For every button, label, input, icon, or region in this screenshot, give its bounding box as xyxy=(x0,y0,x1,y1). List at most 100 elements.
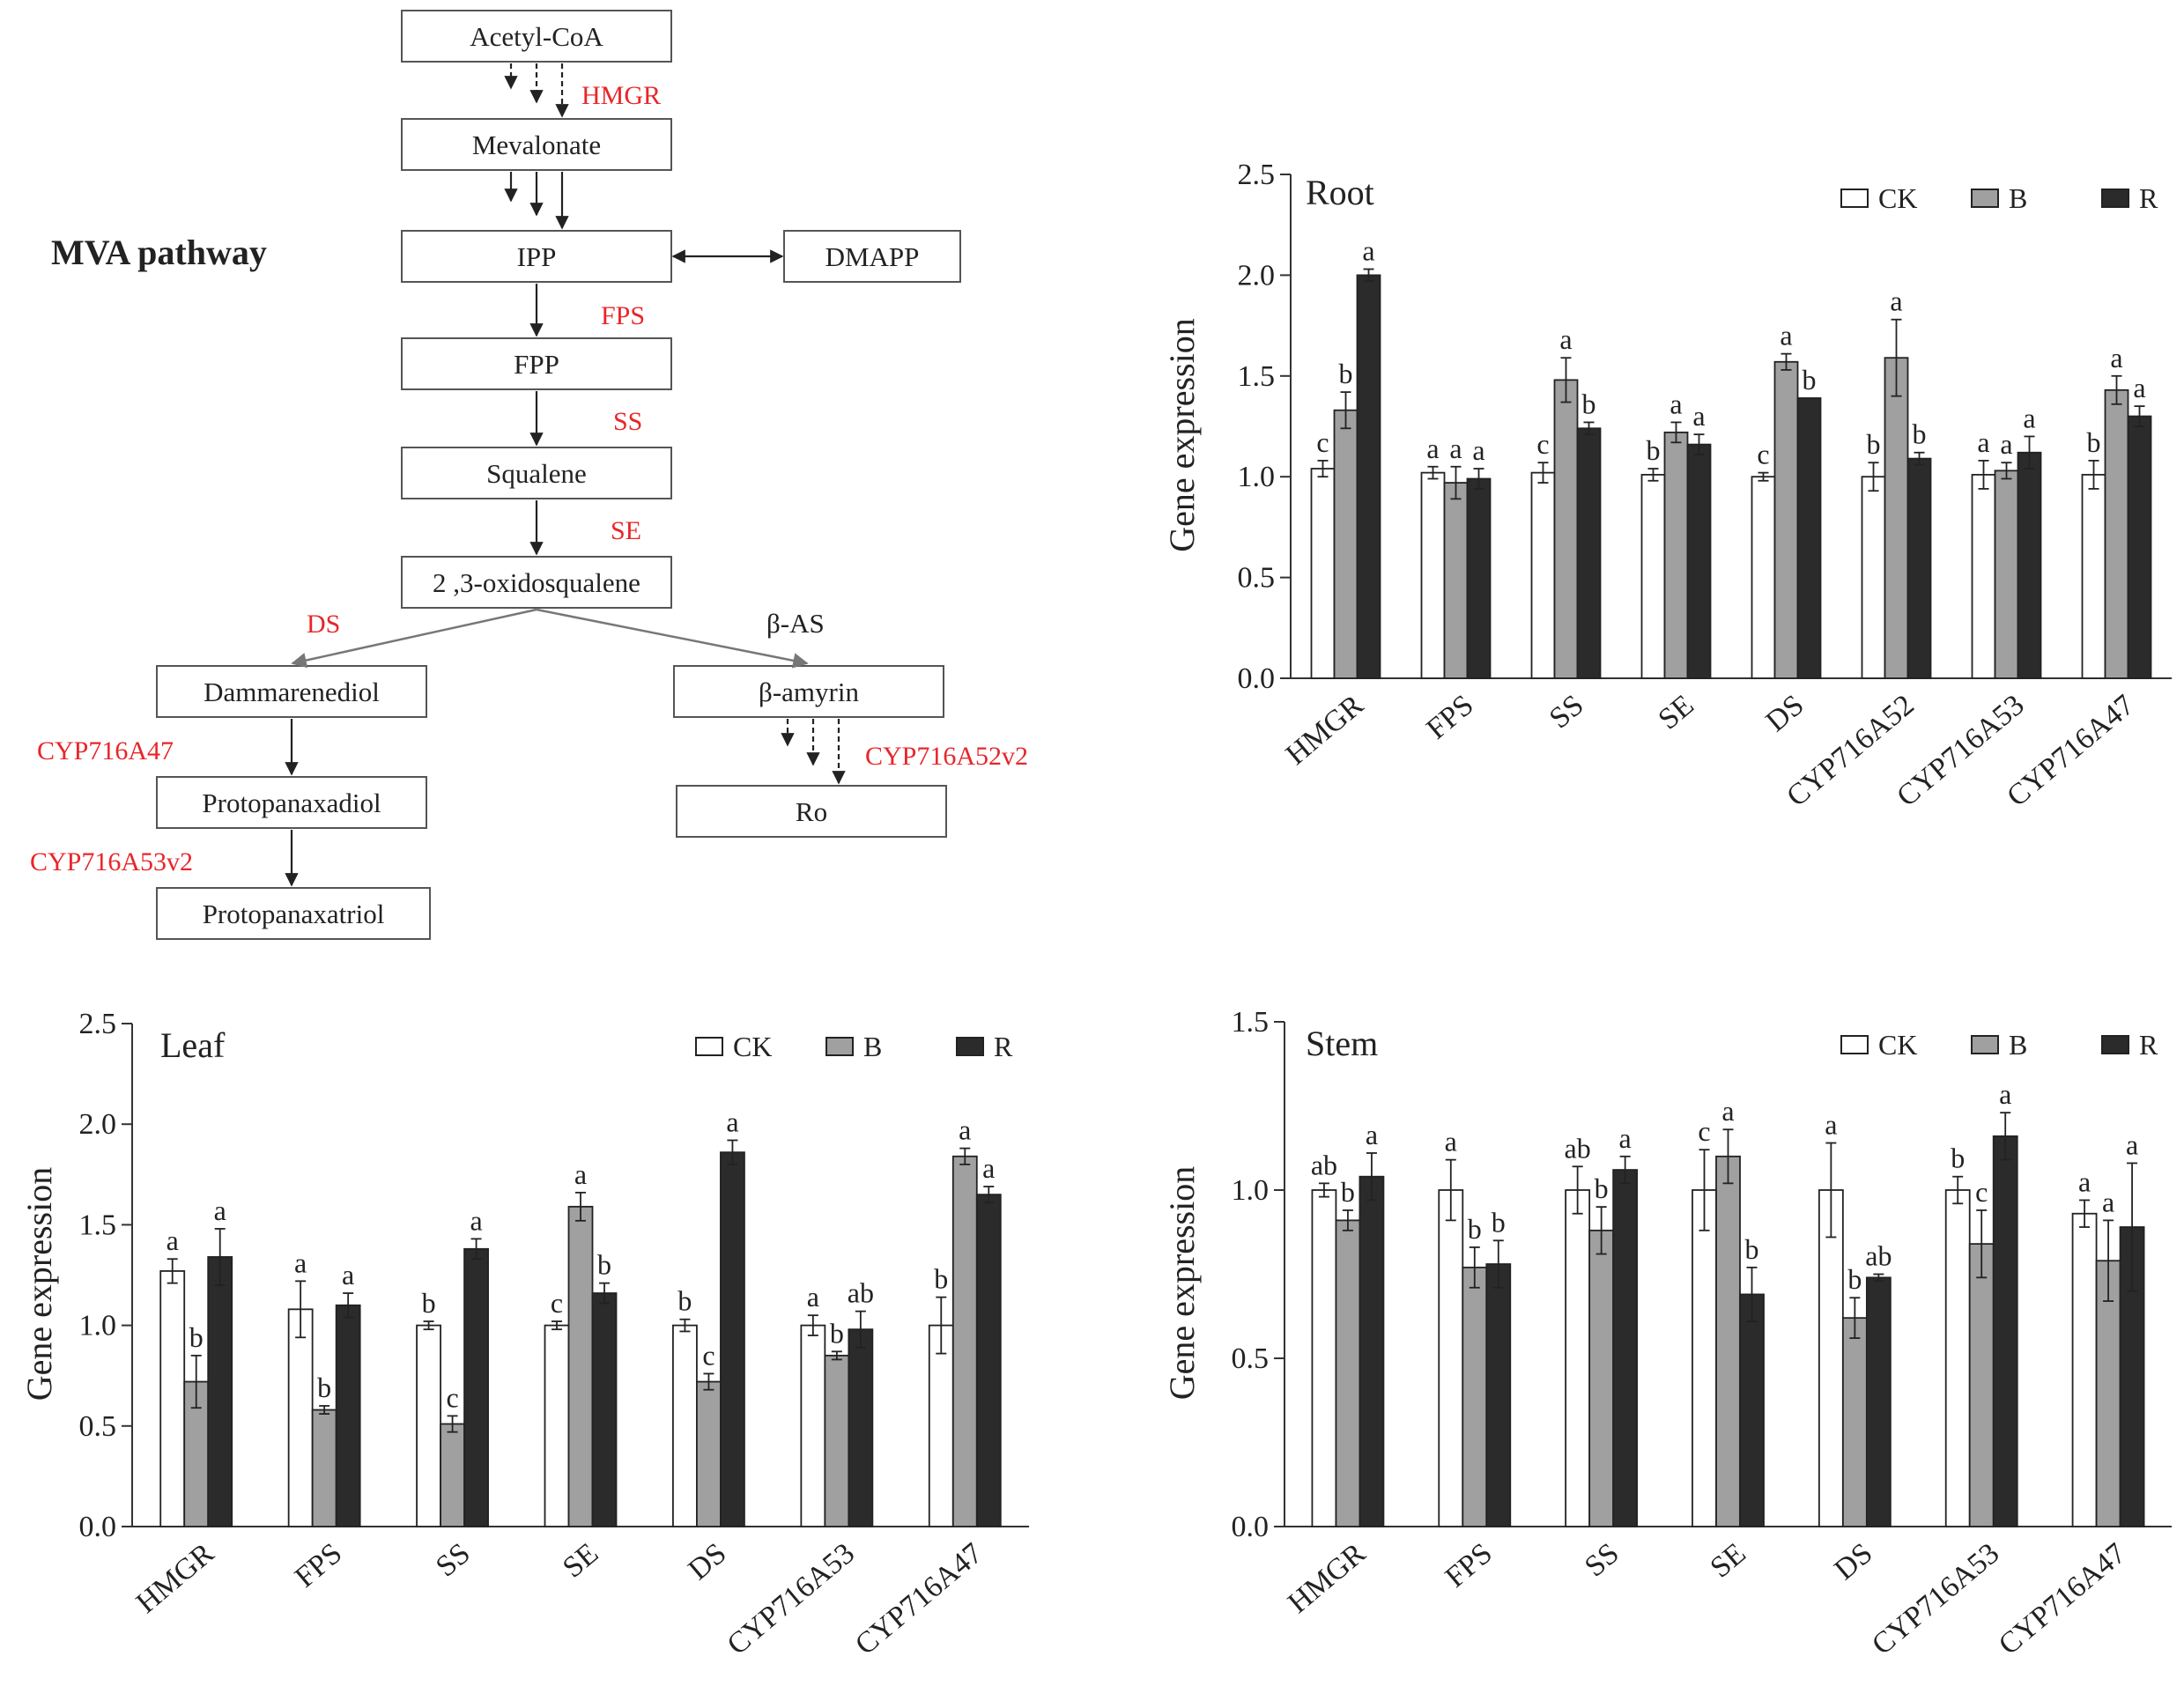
significance-letter: a xyxy=(2126,1128,2138,1160)
x-tick-label: HMGR xyxy=(130,1537,220,1620)
significance-letter: a xyxy=(342,1259,354,1290)
node-box-acetyl-coa xyxy=(401,10,672,63)
x-tick-label: DS xyxy=(1760,689,1810,738)
node-dammarenediol: Dammarenediol xyxy=(204,677,380,707)
node-squalene: Squalene xyxy=(486,458,587,489)
significance-letter: a xyxy=(1445,1126,1457,1157)
bar xyxy=(159,1270,186,1527)
bar xyxy=(800,1324,826,1527)
y-axis-label: Gene expression xyxy=(19,1167,59,1401)
bar xyxy=(1359,1175,1385,1527)
node-box-mevalonate xyxy=(401,118,672,171)
significance-letter: b xyxy=(1745,1233,1759,1265)
node-box-protopanaxadiol xyxy=(156,776,427,829)
bar xyxy=(1553,379,1579,679)
significance-letter: a xyxy=(1669,388,1682,419)
bar xyxy=(1865,1276,1892,1527)
significance-letter: b xyxy=(1847,1263,1862,1295)
significance-letter: a xyxy=(1366,1119,1378,1150)
significance-letter: a xyxy=(1825,1109,1837,1141)
significance-letter: b xyxy=(597,1249,611,1281)
significance-letter: a xyxy=(2078,1165,2091,1197)
legend-swatch-ck xyxy=(695,1037,723,1056)
legend-swatch-ck xyxy=(1840,189,1869,208)
significance-letter: a xyxy=(1362,235,1374,267)
x-tick-label: CYP716A47 xyxy=(1993,1537,2132,1661)
bar xyxy=(567,1205,594,1527)
chart-title: Root xyxy=(1306,173,1374,212)
node-protopanaxatriol: Protopanaxatriol xyxy=(203,898,385,929)
legend-swatch-ck xyxy=(1840,1035,1869,1054)
bar xyxy=(1971,474,1996,679)
significance-letter: c xyxy=(1975,1176,1988,1208)
significance-letter: b xyxy=(1913,418,1927,450)
legend-label-ck: CK xyxy=(1878,182,1917,214)
bar xyxy=(335,1304,361,1527)
bar xyxy=(1818,1189,1844,1527)
chart-title: Leaf xyxy=(160,1025,226,1065)
enzyme-fps: FPS xyxy=(601,301,645,330)
node-protopanaxadiol: Protopanaxadiol xyxy=(202,788,381,818)
significance-letter: a xyxy=(1977,426,1989,458)
node-box-oxidosqualene xyxy=(401,556,672,609)
bar xyxy=(1462,1266,1488,1527)
pathway-title: MVA pathway xyxy=(51,233,267,272)
x-tick-label: DS xyxy=(682,1537,732,1586)
bar xyxy=(1466,477,1492,679)
significance-letter: a xyxy=(2102,1186,2114,1217)
chart-title: Stem xyxy=(1306,1024,1378,1063)
bar xyxy=(1356,274,1381,679)
y-tick-label: 0.0 xyxy=(1238,662,1276,695)
significance-letter: c xyxy=(1757,439,1769,470)
y-tick-label: 2.5 xyxy=(1238,159,1276,191)
bar xyxy=(287,1308,314,1527)
significance-letter: a xyxy=(1472,434,1484,466)
significance-letter: a xyxy=(167,1224,179,1256)
legend-label-ck: CK xyxy=(733,1031,772,1062)
bar xyxy=(2127,415,2152,679)
bar xyxy=(1663,431,1689,679)
bar xyxy=(311,1409,337,1527)
arrow-oxido-dammarenediol xyxy=(291,608,537,669)
bar xyxy=(1944,1189,1971,1527)
y-tick-label: 0.5 xyxy=(79,1410,117,1443)
node-acetyl-coa: Acetyl-CoA xyxy=(470,21,603,52)
bar xyxy=(591,1292,618,1527)
bar xyxy=(951,1155,978,1527)
enzyme-ds: DS xyxy=(307,610,340,639)
significance-letter: a xyxy=(1619,1122,1632,1154)
bar xyxy=(1739,1293,1765,1527)
bar xyxy=(1968,1243,1995,1527)
y-tick-label: 2.5 xyxy=(79,1008,117,1040)
bar xyxy=(1841,1317,1868,1527)
x-tick-label: SE xyxy=(557,1537,604,1585)
legend-swatch-b xyxy=(825,1037,854,1056)
x-tick-label: CYP716A53 xyxy=(1866,1537,2005,1661)
bar xyxy=(1333,409,1359,679)
significance-letter: b xyxy=(1951,1142,1965,1174)
bar xyxy=(1906,457,1932,679)
bar xyxy=(416,1324,441,1527)
significance-letter: b xyxy=(1595,1172,1609,1204)
enzyme-ss: SS xyxy=(613,407,642,436)
bar xyxy=(1576,427,1602,679)
x-tick-label: SS xyxy=(1579,1537,1625,1584)
bar xyxy=(1686,443,1712,679)
significance-letter: a xyxy=(2000,428,2012,460)
bar xyxy=(1335,1219,1361,1527)
x-tick-label: SS xyxy=(1544,689,1590,736)
significance-letter: a xyxy=(982,1152,995,1184)
node-box-squalene xyxy=(401,447,672,499)
legend-swatch-b xyxy=(1971,189,1999,208)
significance-letter: b xyxy=(1803,364,1817,396)
node-box-protopanaxatriol xyxy=(156,887,431,940)
node-dmapp: DMAPP xyxy=(825,241,920,272)
significance-letter: a xyxy=(470,1204,482,1236)
bar xyxy=(1992,1135,2018,1527)
bar xyxy=(1861,476,1886,679)
node-box-fpp xyxy=(401,337,672,390)
legend-label-ck: CK xyxy=(1878,1029,1917,1061)
legend-label-r: R xyxy=(2139,182,2158,214)
significance-letter: c xyxy=(702,1339,714,1371)
